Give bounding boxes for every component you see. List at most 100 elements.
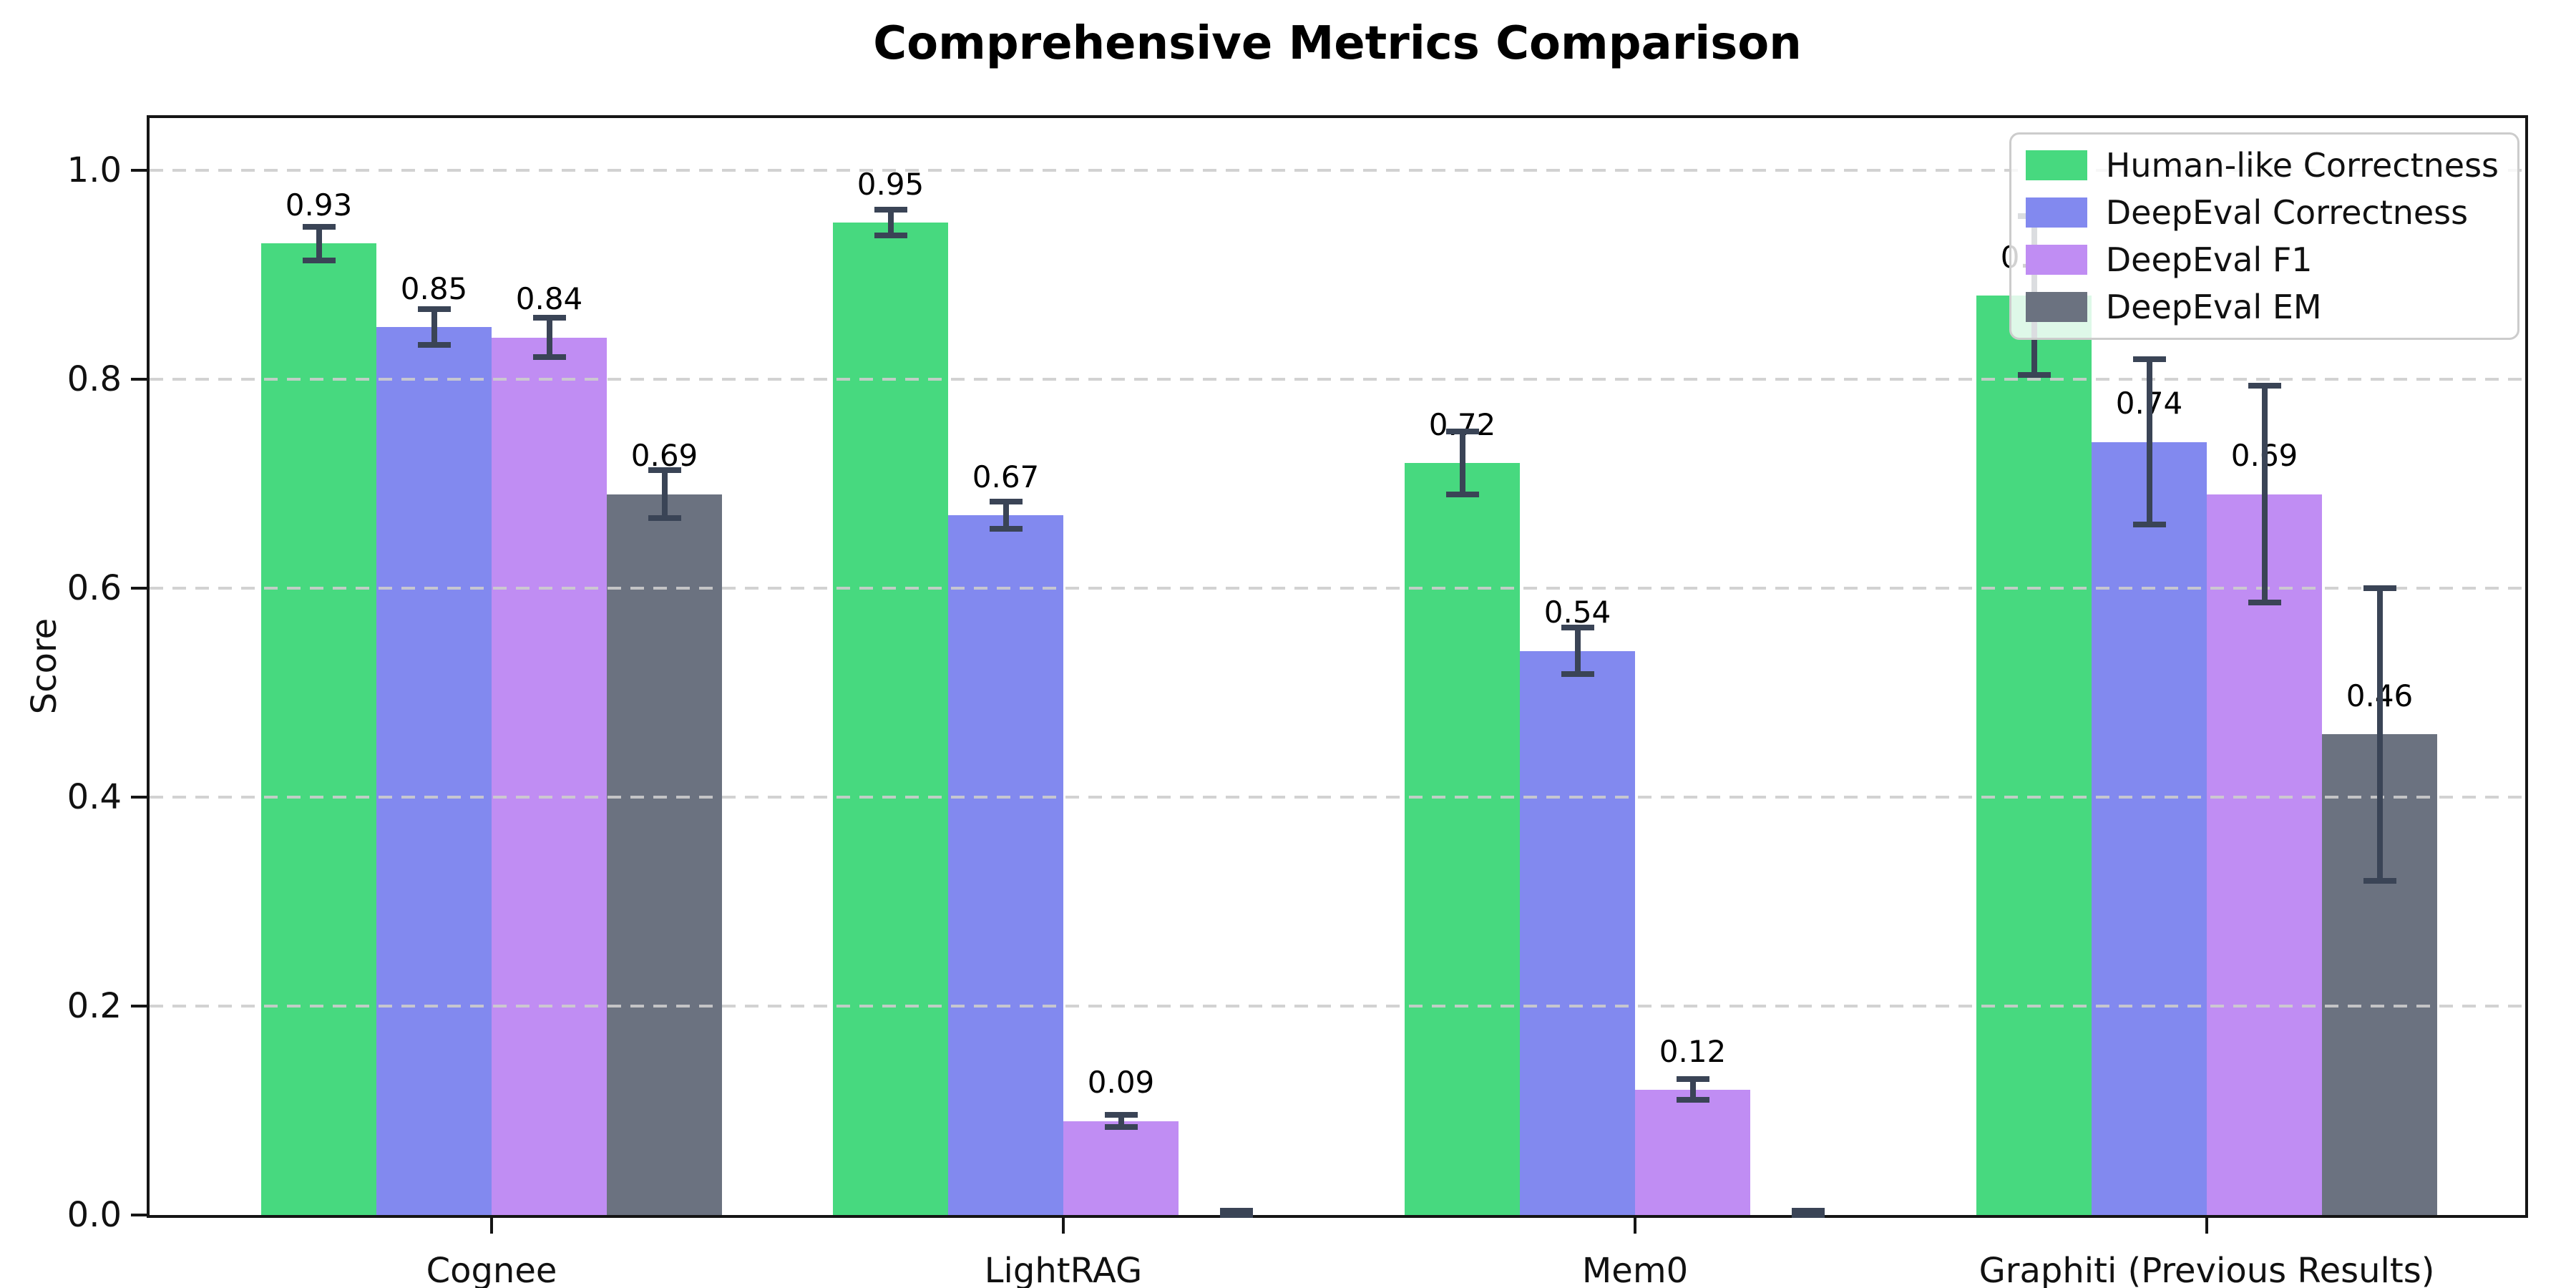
error-bar-cap (2132, 521, 2166, 527)
bar-value-label: 0.85 (400, 270, 468, 306)
y-tick-label: 0.4 (67, 777, 122, 817)
x-tick (2205, 1218, 2208, 1234)
error-bar-cap (2017, 372, 2051, 379)
bar (1635, 1089, 1750, 1215)
y-tick-label: 0.8 (67, 359, 122, 399)
y-tick-label: 0.6 (67, 568, 122, 608)
error-bar (887, 210, 894, 235)
x-tick (490, 1218, 493, 1234)
error-bar-cap (1445, 491, 1479, 497)
chart-title: Comprehensive Metrics Comparison (873, 17, 1802, 70)
x-tick-label: Cognee (426, 1251, 557, 1288)
legend-label: DeepEval Correctness (2105, 193, 2469, 232)
bar (948, 514, 1063, 1215)
plot-area: Cognee LightRAG Mem0 Graphiti (Previous Res… (131, 115, 2528, 1288)
y-tick-label: 0.2 (67, 986, 122, 1026)
legend-swatch (2025, 245, 2087, 275)
y-tick (131, 169, 147, 172)
bar-value-label: 0.69 (630, 438, 698, 474)
error-bar-cap (532, 314, 566, 321)
error-bar-cap (648, 515, 681, 522)
error-bar-cap (1791, 1212, 1825, 1218)
error-bar-cap (302, 223, 336, 230)
error-bar-cap (1219, 1208, 1253, 1214)
x-tick-label: LightRAG (984, 1251, 1143, 1288)
error-bar-cap (1445, 429, 1479, 434)
x-tick (1634, 1218, 1636, 1234)
error-bar-cap (874, 232, 907, 238)
bar-value-label: 0.67 (972, 459, 1040, 494)
error-bar-cap (2248, 600, 2281, 606)
legend: Human-like Correctness DeepEval Correctne… (2009, 132, 2519, 340)
bar (1520, 650, 1635, 1215)
error-bar-cap (2248, 382, 2281, 389)
error-bar-cap (874, 207, 907, 213)
error-bar (316, 226, 322, 260)
error-bar (1574, 628, 1581, 674)
error-bar-cap (1791, 1208, 1825, 1214)
error-bar-cap (1104, 1124, 1138, 1131)
bar (607, 494, 722, 1215)
bar (2092, 441, 2207, 1215)
x-tick-label: Mem0 (1581, 1251, 1689, 1288)
error-bar (546, 317, 552, 358)
error-bar (2376, 588, 2383, 881)
bar (1405, 462, 1520, 1215)
bar-value-label: 0.09 (1087, 1065, 1155, 1101)
bar-value-label: 0.93 (285, 187, 353, 223)
bar-value-label: 0.84 (515, 281, 583, 317)
bar (1063, 1121, 1179, 1215)
error-bar-cap (1676, 1097, 1709, 1103)
bar (2207, 494, 2322, 1215)
legend-swatch (2025, 150, 2087, 180)
error-bar-cap (1561, 670, 1594, 677)
error-bar-cap (2363, 877, 2396, 884)
error-bar (661, 470, 668, 519)
legend-item: DeepEval F1 (2025, 240, 2499, 279)
bar (376, 327, 492, 1215)
error-bar (431, 309, 437, 345)
legend-label: DeepEval F1 (2105, 240, 2313, 279)
legend-item: Human-like Correctness (2025, 146, 2499, 185)
error-bar-cap (302, 257, 336, 263)
y-tick-label: 0.0 (67, 1195, 122, 1235)
error-bar-cap (417, 306, 451, 313)
error-bar-cap (2132, 356, 2166, 363)
x-tick (1062, 1218, 1065, 1234)
bar (833, 223, 948, 1215)
error-bar-cap (1561, 625, 1594, 631)
y-tick (131, 796, 147, 799)
error-bar-cap (648, 467, 681, 474)
legend-label: DeepEval EM (2105, 288, 2322, 326)
bar (1976, 296, 2092, 1215)
error-bar-cap (989, 525, 1023, 532)
y-tick-label: 1.0 (67, 150, 122, 190)
error-bar (2146, 359, 2152, 525)
y-tick (131, 378, 147, 381)
legend-item: DeepEval EM (2025, 288, 2499, 326)
bar (261, 243, 376, 1215)
error-bar-cap (2363, 585, 2396, 591)
error-bar-cap (532, 354, 566, 361)
error-bar-cap (1676, 1076, 1709, 1083)
error-bar (2261, 385, 2268, 603)
y-tick (131, 1214, 147, 1216)
error-bar (1459, 431, 1465, 494)
y-axis-label: Score (24, 618, 64, 715)
y-tick (131, 1005, 147, 1008)
bar-value-label: 0.12 (1659, 1033, 1727, 1069)
legend-swatch (2025, 197, 2087, 228)
error-bar-cap (417, 341, 451, 348)
bar-value-label: 0.54 (1543, 595, 1611, 630)
y-tick (131, 587, 147, 590)
error-bar (1118, 1114, 1124, 1128)
error-bar-cap (989, 498, 1023, 504)
bar-value-label: 0.95 (857, 166, 924, 202)
error-bar (1002, 501, 1009, 529)
bar (492, 337, 607, 1215)
error-bar-cap (1104, 1111, 1138, 1118)
error-bar-cap (1219, 1212, 1253, 1218)
x-tick-label: Graphiti (Previous Results) (1979, 1251, 2435, 1288)
legend-label: Human-like Correctness (2105, 146, 2499, 185)
